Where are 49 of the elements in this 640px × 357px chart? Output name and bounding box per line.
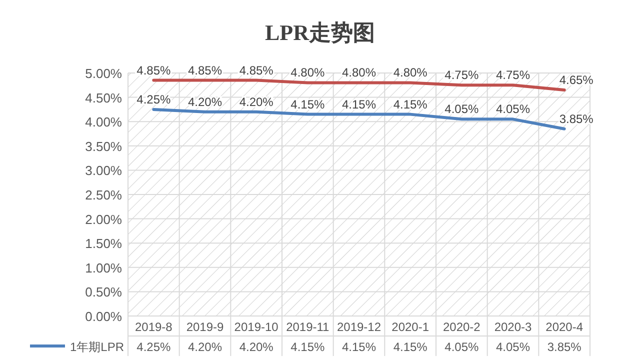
data-label: 4.65%	[559, 73, 594, 88]
x-tick-label: 2019-9	[186, 320, 224, 334]
y-tick-label: 2.00%	[85, 212, 122, 227]
y-tick-label: 5.00%	[85, 66, 122, 81]
y-tick-label: 4.50%	[85, 90, 122, 106]
data-label: 4.85%	[136, 63, 172, 78]
data-label: 4.15%	[393, 340, 428, 354]
text: 4.05%	[444, 102, 479, 116]
text: 3.85%	[559, 112, 594, 126]
data-label: 4.80%	[290, 66, 326, 80]
data-label: 4.80%	[393, 66, 428, 80]
x-tick-label: 2019-12	[336, 320, 382, 334]
data-label: 4.15%	[342, 340, 376, 354]
x-tick-label: 2020-2	[442, 320, 481, 334]
legend-label: 1年期LPR	[70, 340, 124, 354]
data-label: 4.25%	[136, 340, 172, 354]
x-tick-label: 2019-8	[134, 320, 173, 334]
x-tick-label: 2020-3	[494, 320, 532, 334]
x-tick-label: 2020-1	[392, 320, 430, 334]
text: 4.05%	[496, 102, 530, 116]
text: 4.20%	[239, 94, 274, 109]
data-label: 4.85%	[239, 63, 274, 78]
text: 4.15%	[342, 97, 376, 112]
y-tick-label: 1.00%	[85, 260, 122, 276]
y-tick-label: 2.50%	[85, 188, 122, 202]
data-label: 4.20%	[239, 340, 274, 354]
x-tick-label: 2019-10	[234, 320, 279, 334]
data-label: 4.85%	[188, 63, 222, 78]
x-tick-label: 2020-4	[546, 320, 584, 334]
data-label: 3.85%	[547, 340, 582, 354]
chart-title: LPR走势图	[265, 20, 375, 45]
data-label: 4.75%	[444, 68, 480, 82]
y-tick-label: 3.00%	[85, 163, 122, 178]
text: 4.15%	[290, 97, 325, 112]
y-tick-label: 0.00%	[85, 309, 122, 324]
data-label: 4.05%	[496, 340, 530, 354]
y-tick-label: 0.50%	[85, 284, 122, 300]
y-tick-label: 1.50%	[85, 236, 122, 252]
data-label: 4.15%	[290, 340, 326, 354]
text: 4.25%	[136, 92, 171, 106]
text: 4.20%	[188, 94, 222, 109]
data-label: 4.75%	[496, 68, 530, 82]
y-tick-label: 4.00%	[85, 114, 122, 130]
data-label: 4.20%	[188, 340, 222, 354]
data-label: 4.05%	[444, 340, 480, 354]
text: 4.15%	[393, 97, 428, 112]
y-tick-label: 3.50%	[85, 138, 122, 154]
x-tick-label: 2019-11	[286, 320, 330, 334]
data-label: 4.80%	[342, 66, 376, 80]
